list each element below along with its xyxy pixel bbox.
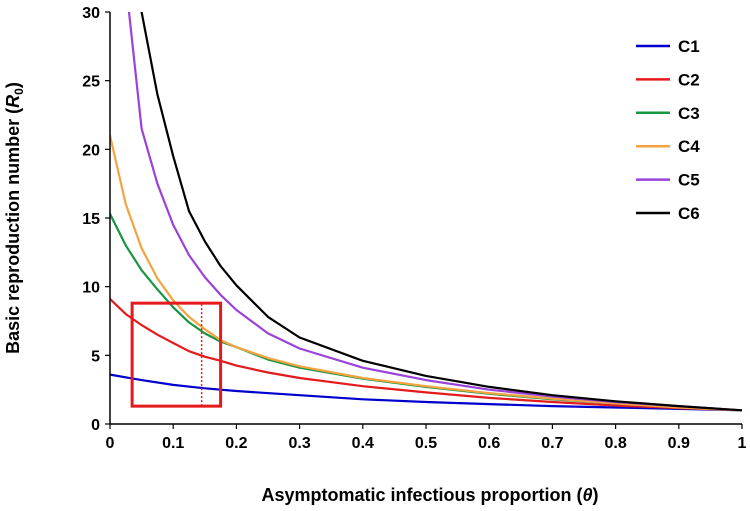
y-axis-label-subscript: 0 [12, 88, 26, 95]
y-axis-label-suffix: ) [3, 82, 23, 88]
x-tick-label: 0.7 [541, 435, 563, 452]
y-tick-label: 25 [82, 74, 100, 91]
y-tick-label: 0 [91, 417, 100, 434]
x-tick-label: 0.2 [225, 435, 247, 452]
x-tick-label: 0.3 [288, 435, 310, 452]
annotations [130, 301, 223, 408]
y-axis-label-symbol: R [3, 95, 23, 108]
x-tick-label: 0.4 [352, 435, 374, 452]
legend: C1 C2 C3 C4 C5 C6 [636, 37, 700, 223]
y-tick-label: 5 [91, 348, 100, 365]
y-axis-label-prefix: Basic reproduction number ( [3, 108, 23, 354]
legend-label-c3: C3 [678, 104, 700, 123]
legend-label-c5: C5 [678, 171, 700, 190]
x-axis-label-suffix: ) [593, 485, 599, 505]
x-axis-label: Asymptomatic infectious proportion (θ) [261, 485, 598, 505]
y-tick-label: 20 [82, 142, 100, 159]
x-axis-label-symbol: θ [582, 485, 592, 505]
x-tick-label: 0.6 [478, 435, 500, 452]
x-tick-label: 1 [738, 435, 747, 452]
axes: 0 0.1 0.2 0.3 0.4 0.5 0.6 0.7 0.8 0.9 105101520253… [82, 5, 746, 452]
x-tick-label: 0.5 [415, 435, 437, 452]
x-tick-label: 0.9 [668, 435, 690, 452]
x-tick-label: 0 [106, 435, 115, 452]
series-lines [110, 12, 742, 412]
legend-label-c4: C4 [678, 137, 700, 156]
series-line-c6 [140, 12, 742, 412]
series-line-c1 [110, 373, 742, 412]
y-tick-label: 30 [82, 5, 100, 22]
legend-label-c1: C1 [678, 37, 700, 56]
x-axis-label-prefix: Asymptomatic infectious proportion ( [261, 485, 582, 505]
x-tick-label: 0.1 [162, 435, 184, 452]
x-tick-label: 0.8 [604, 435, 626, 452]
series-line-c2 [110, 297, 742, 412]
series-line-c4 [110, 134, 742, 412]
legend-label-c6: C6 [678, 204, 700, 223]
y-tick-label: 10 [82, 280, 100, 297]
y-axis-label: Basic reproduction number (R0) [3, 82, 26, 354]
y-tick-label: 15 [82, 211, 100, 228]
highlight-box [130, 301, 223, 408]
legend-label-c2: C2 [678, 70, 700, 89]
